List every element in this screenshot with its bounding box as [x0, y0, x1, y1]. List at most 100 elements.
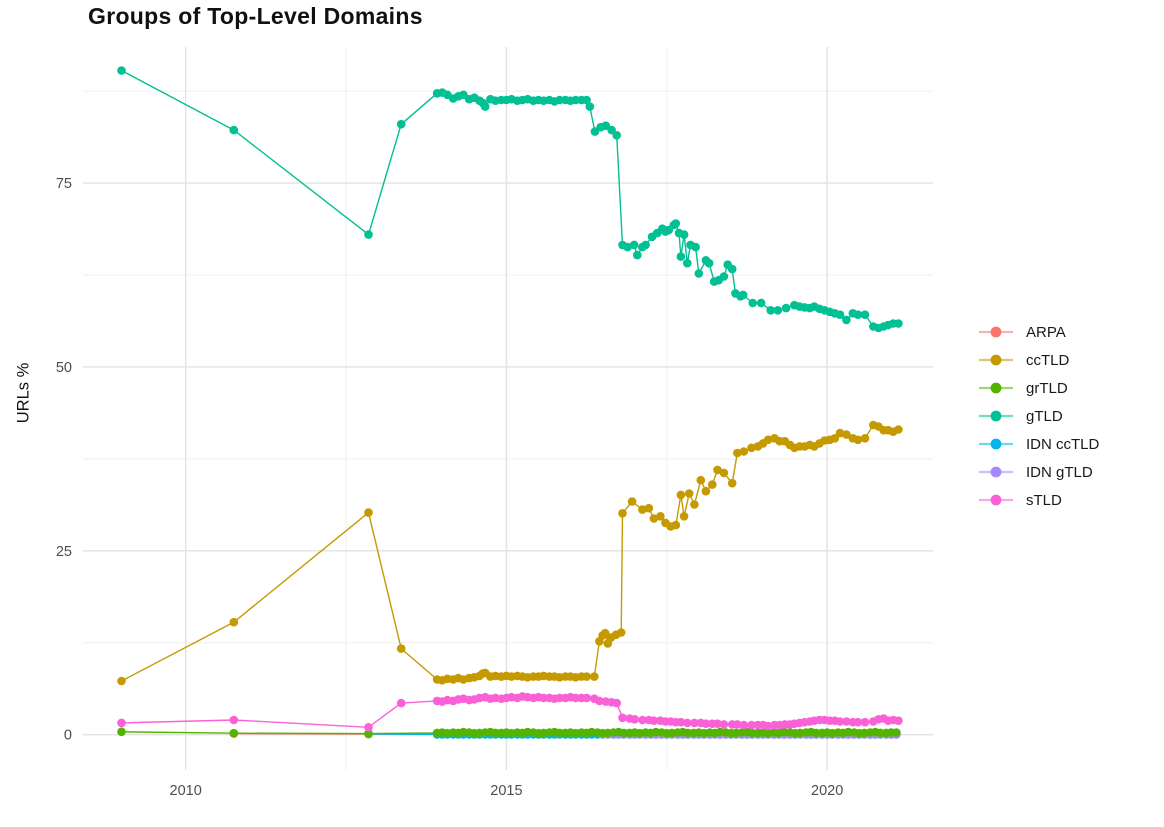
data-point: [719, 468, 729, 478]
data-point: [612, 698, 621, 708]
data-point: [671, 520, 681, 530]
data-point: [894, 425, 903, 434]
series-stld: [117, 692, 903, 732]
data-point: [229, 617, 239, 627]
data-point: [117, 718, 126, 728]
data-point: [683, 718, 692, 728]
data-point: [781, 303, 791, 313]
x-tick-label: 2020: [811, 783, 843, 799]
legend-item-label: ccTLD: [1026, 351, 1070, 369]
legend-item-idn-gtld: IDN gTLD: [977, 462, 1099, 482]
data-point: [117, 727, 126, 737]
data-point: [638, 505, 647, 514]
gridlines-minor: [83, 47, 933, 770]
data-point: [835, 310, 845, 320]
legend-item-idn-cctld: IDN ccTLD: [977, 434, 1099, 454]
legend-key-icon: [979, 354, 1013, 366]
y-tick-label: 25: [56, 544, 72, 560]
data-point: [582, 693, 591, 703]
data-point: [756, 298, 766, 308]
data-point: [727, 264, 737, 274]
data-point: [364, 230, 373, 239]
data-point: [842, 430, 851, 439]
legend-key-icon: [979, 382, 1013, 394]
data-point: [679, 512, 689, 521]
data-point: [671, 219, 681, 228]
gridlines-major: [83, 47, 933, 770]
data-point: [618, 509, 627, 518]
data-point: [582, 672, 591, 681]
data-point: [396, 644, 406, 653]
data-point: [229, 728, 239, 738]
data-point: [683, 258, 692, 268]
data-point: [616, 628, 626, 637]
data-point: [894, 319, 903, 328]
y-tick-label: 75: [56, 176, 72, 192]
data-point: [633, 250, 642, 260]
legend-key-icon: [979, 438, 1013, 450]
legend-item-grtld: grTLD: [977, 378, 1099, 398]
data-point: [830, 434, 840, 443]
data-point: [860, 434, 870, 443]
data-point: [612, 131, 621, 140]
data-point: [641, 240, 650, 250]
legend-item-label: ARPA: [1026, 323, 1066, 341]
data-point: [582, 95, 591, 105]
data-point: [894, 716, 903, 725]
data-point: [364, 723, 373, 732]
data-point: [679, 230, 689, 239]
series-gtld: [117, 66, 903, 333]
data-point: [747, 443, 756, 453]
data-point: [713, 465, 722, 475]
series-grtld: [117, 727, 901, 738]
data-point: [364, 729, 373, 738]
legend-key-icon: [979, 494, 1013, 506]
data-point: [595, 696, 604, 706]
data-point: [701, 486, 711, 496]
data-point: [739, 720, 749, 730]
legend-item-label: sTLD: [1026, 491, 1062, 509]
data-point: [623, 242, 632, 252]
data-point: [649, 514, 659, 523]
data-point: [691, 242, 700, 252]
legend-item-gtld: gTLD: [977, 406, 1099, 426]
data-point: [853, 435, 863, 445]
data-point: [853, 717, 863, 727]
data-point: [748, 298, 757, 308]
data-point: [860, 717, 870, 727]
data-point: [733, 720, 742, 729]
legend-item-cctld: ccTLD: [977, 350, 1099, 370]
legend-key-icon: [979, 410, 1013, 422]
data-point: [590, 672, 599, 681]
x-tick-label: 2010: [170, 783, 202, 799]
y-tick-label: 0: [64, 728, 72, 744]
series-cctld: [117, 420, 903, 686]
y-tick-label: 50: [56, 360, 72, 376]
data-point: [618, 713, 627, 723]
data-point: [644, 503, 654, 513]
data-point: [649, 716, 659, 725]
data-point: [860, 310, 870, 320]
legend-item-label: IDN gTLD: [1026, 463, 1093, 481]
data-point: [676, 717, 686, 727]
data-point: [719, 720, 729, 729]
data-point: [763, 721, 773, 731]
data-point: [739, 447, 749, 456]
data-point: [701, 719, 711, 728]
data-point: [676, 490, 686, 500]
data-point: [117, 676, 126, 686]
data-point: [117, 66, 126, 75]
data-point: [585, 102, 595, 111]
data-point: [638, 715, 647, 725]
legend-key-icon: [979, 326, 1013, 338]
data-point: [719, 272, 729, 281]
data-point: [835, 717, 845, 726]
data-point: [853, 310, 863, 320]
data-point: [629, 240, 639, 250]
data-point: [690, 500, 699, 509]
legend-item-label: IDN ccTLD: [1026, 435, 1100, 453]
data-point: [480, 102, 490, 111]
legend: ARPA ccTLD grTLD gTLD IDN ccTLD IDN gTLD sTLD: [977, 322, 1099, 510]
data-point: [704, 258, 714, 268]
